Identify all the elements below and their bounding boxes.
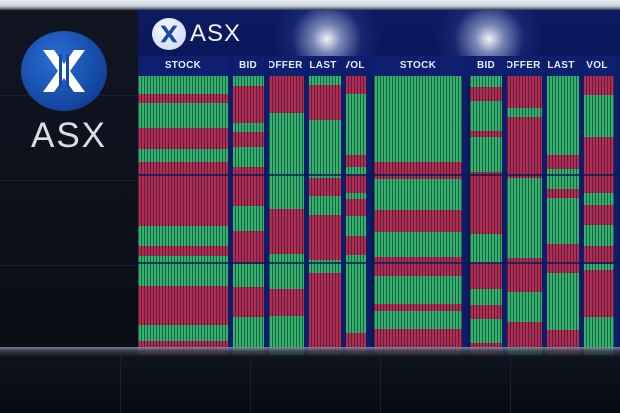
asx-small-x-icon: [160, 25, 178, 43]
floor-seam: [250, 357, 251, 413]
column-separator: [228, 56, 233, 355]
column-separator: [264, 56, 269, 355]
column-header-stock-right: STOCK: [399, 60, 437, 71]
column-separator: [542, 56, 547, 355]
railing-ledge: [0, 347, 620, 357]
board-header: ASX: [138, 10, 620, 56]
floor-seam: [380, 357, 381, 413]
ticker-column: [342, 76, 366, 355]
column-header-last-right: LAST: [547, 60, 575, 71]
column-separator: [366, 56, 371, 355]
column-separator: [341, 56, 346, 355]
column-header-bar: [138, 56, 620, 76]
ceiling-strip: [0, 0, 620, 10]
asx-x-logo-icon: [43, 50, 85, 92]
floor: [0, 357, 620, 413]
column-header-bid-left: BID: [238, 60, 258, 71]
asx-logo-badge: [21, 31, 107, 111]
column-separator: [579, 56, 584, 355]
column-header-bid-right: BID: [476, 60, 496, 71]
column-separator: [502, 56, 507, 355]
stock-ticker-board: ASX STOCK BID OFFER LAST VOL STOCK BID O…: [138, 10, 620, 355]
board-wordmark: ASX: [190, 20, 242, 47]
ticker-column: [374, 76, 462, 355]
ticker-column: [266, 76, 304, 355]
column-header-offer-left: OFFER: [267, 60, 303, 71]
panel-row-line: [138, 174, 620, 176]
column-separator: [614, 56, 619, 355]
board-logo-badge: [152, 18, 186, 50]
column-header-stock-left: STOCK: [164, 60, 202, 71]
panel-row-line: [138, 262, 620, 264]
ticker-column: [504, 76, 542, 355]
floor-seam: [510, 357, 511, 413]
column-header-vol-right: VOL: [586, 60, 608, 71]
asx-wordmark: ASX: [30, 116, 108, 155]
ticker-column: [232, 76, 264, 355]
floor-seam: [120, 357, 121, 413]
ticker-column: [580, 76, 614, 355]
column-header-offer-right: OFFER: [505, 60, 541, 71]
column-header-vol-left: VOL: [343, 60, 365, 71]
ticker-column: [470, 76, 502, 355]
ticker-column: [305, 76, 341, 355]
column-separator: [304, 56, 309, 355]
column-header-last-left: LAST: [309, 60, 337, 71]
ticker-column: [543, 76, 579, 355]
ticker-column: [138, 76, 228, 355]
column-separator: [462, 56, 467, 355]
